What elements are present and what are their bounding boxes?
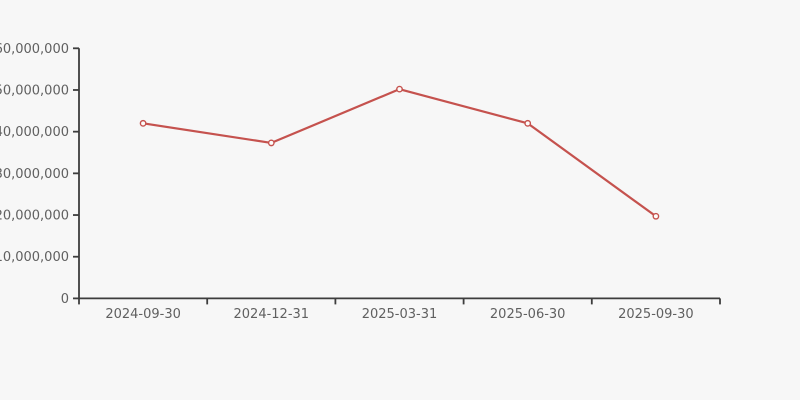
- x-axis-tick-label: 2025-03-31: [362, 307, 438, 322]
- y-axis-tick-label: 60,000,000: [0, 42, 69, 57]
- data-point-marker: [396, 85, 403, 93]
- y-axis-tick-label: 10,000,000: [0, 250, 69, 265]
- data-point-marker: [524, 119, 532, 127]
- y-axis-tick-label: 40,000,000: [0, 125, 69, 140]
- x-axis-tick-label: 2025-09-30: [618, 307, 694, 322]
- y-axis-tick-label: 50,000,000: [0, 83, 69, 98]
- y-axis-tick-label: 30,000,000: [0, 167, 69, 182]
- data-point-marker: [652, 212, 660, 220]
- x-axis-tick-label: 2024-12-31: [234, 307, 310, 322]
- data-point-marker: [267, 139, 275, 147]
- y-axis-tick-label: 20,000,000: [0, 209, 69, 224]
- x-axis-tick-label: 2024-09-30: [105, 307, 181, 322]
- data-point-marker: [139, 119, 147, 127]
- y-axis-tick-label: 0: [61, 292, 69, 307]
- x-axis-tick-label: 2025-06-30: [490, 307, 566, 322]
